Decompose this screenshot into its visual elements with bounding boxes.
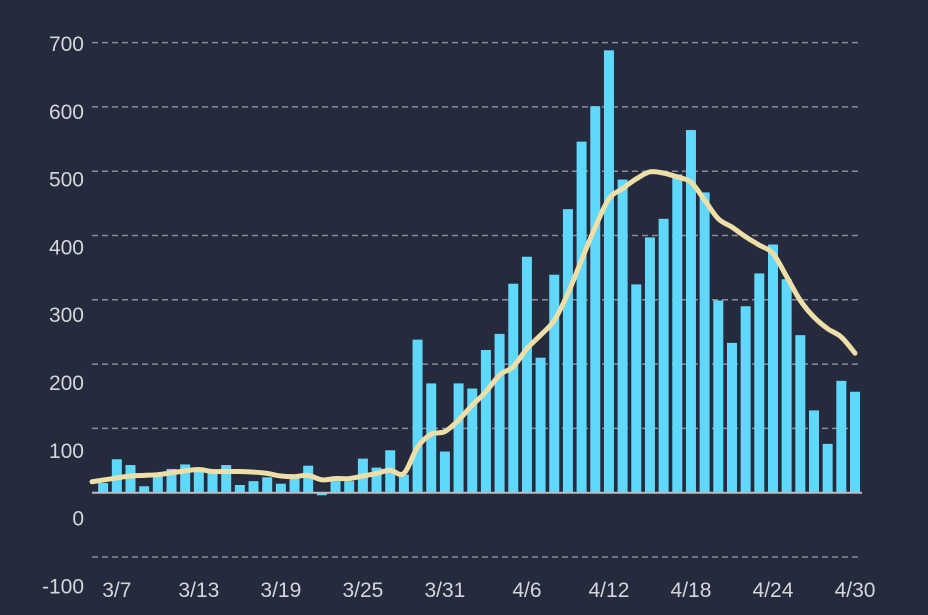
bar-4/22 [740, 306, 751, 493]
x-tick-label: 3/13 [178, 579, 219, 602]
y-tick-label: 0 [72, 508, 84, 531]
bar-3/30 [426, 383, 437, 493]
bar-4/7 [535, 357, 546, 493]
bar-4/15 [644, 237, 655, 493]
bar-4/3 [480, 349, 491, 493]
bar-3/20 [289, 478, 300, 493]
bar-3/21 [303, 465, 314, 493]
moving-average-line [89, 169, 858, 485]
y-tick-label: 600 [49, 101, 84, 124]
bar-4/11 [590, 106, 601, 493]
y-tick-label: -100 [42, 575, 84, 598]
y-tick-label: 400 [49, 236, 84, 259]
x-tick-label: 3/25 [342, 579, 383, 602]
y-tick-label: 700 [49, 33, 84, 56]
bar-4/29 [836, 380, 847, 493]
x-tick-label: 3/31 [424, 579, 465, 602]
bar-4/5 [508, 283, 519, 493]
bar-4/21 [726, 342, 737, 493]
bar-4/30 [850, 391, 860, 493]
y-tick-label: 500 [49, 169, 84, 192]
bar-3/23 [330, 481, 341, 493]
bar-3/9 [139, 486, 150, 493]
bar-4/25 [781, 279, 792, 493]
bar-4/8 [549, 274, 560, 493]
bar-3/28 [398, 474, 409, 493]
bar-3/31 [439, 451, 450, 493]
bar-4/6 [521, 256, 532, 493]
x-tick-label: 4/18 [671, 579, 712, 602]
bar-3/13 [193, 468, 204, 493]
bar-4/2 [467, 388, 478, 493]
x-tick-label: 4/6 [512, 579, 541, 602]
bar-4/24 [767, 244, 778, 493]
bar-4/9 [562, 209, 573, 493]
bar-3/17 [248, 481, 259, 493]
bar-3/12 [180, 464, 191, 493]
bar-4/19 [699, 192, 710, 493]
bar-4/18 [685, 130, 696, 493]
bar-4/14 [631, 284, 642, 493]
x-tick-label: 4/30 [835, 579, 876, 602]
bar-4/28 [822, 443, 833, 493]
bar-3/10 [152, 476, 163, 493]
bar-4/13 [617, 179, 628, 493]
y-tick-label: 100 [49, 440, 84, 463]
x-tick-label: 4/24 [753, 579, 794, 602]
bar-3/11 [166, 468, 177, 493]
bar-4/4 [494, 333, 505, 493]
bar-4/26 [795, 335, 806, 493]
bar-4/17 [672, 174, 683, 493]
bar-3/22 [316, 492, 327, 496]
y-tick-label: 200 [49, 372, 84, 395]
bar-4/27 [808, 410, 819, 493]
bar-3/8 [125, 465, 136, 493]
bar-3/19 [275, 483, 286, 493]
bar-3/24 [344, 481, 355, 493]
bar-3/26 [371, 467, 382, 493]
bar-4/12 [603, 50, 614, 493]
bar-3/15 [221, 465, 232, 493]
x-tick-label: 3/19 [260, 579, 301, 602]
y-tick-label: 300 [49, 304, 84, 327]
x-tick-label: 4/12 [589, 579, 630, 602]
bar-3/14 [207, 473, 218, 493]
bar-4/16 [658, 218, 669, 493]
bar-4/23 [754, 273, 765, 493]
bar-3/29 [412, 339, 423, 493]
bar-4/10 [576, 141, 587, 493]
bar-3/16 [234, 484, 245, 493]
bar-4/1 [453, 383, 464, 493]
x-tick-label: 3/7 [102, 579, 131, 602]
bar-4/20 [713, 300, 724, 493]
bar-3/18 [262, 477, 273, 493]
bar-3/6 [98, 483, 109, 493]
